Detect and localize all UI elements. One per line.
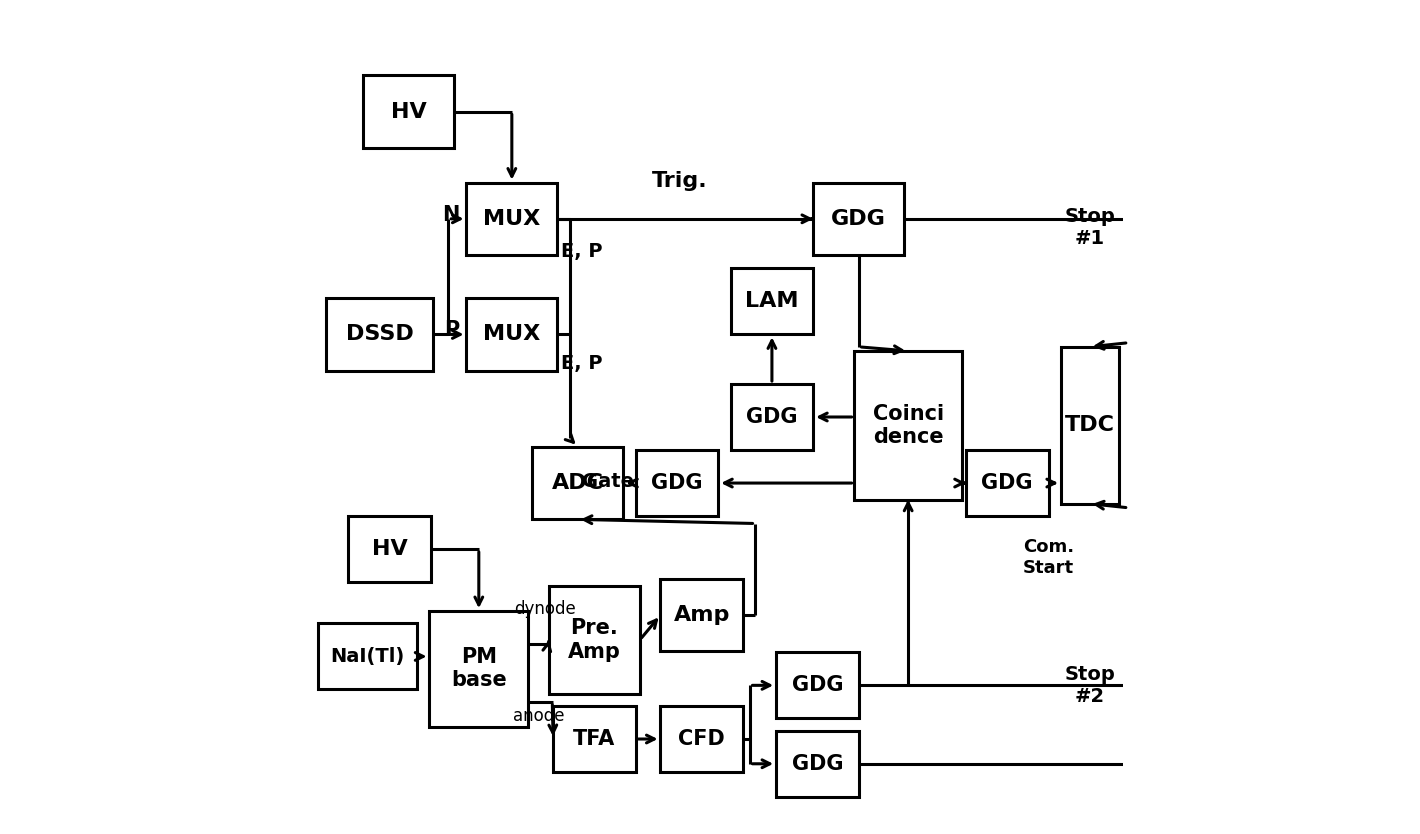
Bar <box>777 652 859 718</box>
Text: Pre.
Amp: Pre. Amp <box>568 618 621 661</box>
Text: anode: anode <box>514 707 565 725</box>
Bar <box>855 351 961 500</box>
Bar <box>429 611 528 726</box>
Bar <box>966 450 1048 516</box>
Bar <box>318 624 417 690</box>
Text: Trig.: Trig. <box>652 171 707 191</box>
Bar <box>660 579 743 651</box>
Text: LAM: LAM <box>746 291 798 311</box>
Text: GDG: GDG <box>791 676 843 696</box>
Text: TFA: TFA <box>574 729 615 749</box>
Text: MUX: MUX <box>483 324 541 344</box>
Text: P: P <box>444 320 460 340</box>
Text: dynode: dynode <box>514 600 575 617</box>
Bar <box>554 706 636 772</box>
Text: ADC: ADC <box>552 473 604 493</box>
Bar <box>1061 347 1119 504</box>
Text: GDG: GDG <box>791 754 843 774</box>
Text: TDC: TDC <box>1065 415 1115 435</box>
Text: Stop
#2: Stop #2 <box>1065 665 1115 706</box>
Text: GDG: GDG <box>981 473 1032 493</box>
Text: GDG: GDG <box>652 473 703 493</box>
Bar <box>636 450 719 516</box>
Bar <box>550 586 640 694</box>
Text: CFD: CFD <box>679 729 726 749</box>
Text: Amp: Amp <box>673 605 730 626</box>
Bar <box>660 706 743 772</box>
Text: Gate: Gate <box>582 472 635 491</box>
Text: N: N <box>443 204 460 224</box>
Text: GDG: GDG <box>746 407 798 427</box>
Bar <box>814 183 905 255</box>
Bar <box>731 384 814 450</box>
Text: Com.
Start: Com. Start <box>1022 538 1074 577</box>
Text: NaI(Tl): NaI(Tl) <box>331 647 405 666</box>
Text: PM
base: PM base <box>452 647 507 691</box>
Bar <box>532 447 623 520</box>
Text: DSSD: DSSD <box>346 324 413 344</box>
Bar <box>466 298 557 371</box>
Bar <box>348 516 430 582</box>
Bar <box>777 731 859 796</box>
Text: MUX: MUX <box>483 208 541 229</box>
Bar <box>327 298 433 371</box>
Bar <box>466 183 557 255</box>
Text: Stop
#1: Stop #1 <box>1065 207 1115 248</box>
Text: HV: HV <box>372 539 408 559</box>
Text: E, P: E, P <box>561 354 603 373</box>
Text: GDG: GDG <box>831 208 886 229</box>
Text: Coinci
dence: Coinci dence <box>873 404 944 447</box>
Text: HV: HV <box>391 102 426 122</box>
Text: E, P: E, P <box>561 243 603 261</box>
Bar <box>731 269 814 334</box>
Bar <box>364 75 454 148</box>
